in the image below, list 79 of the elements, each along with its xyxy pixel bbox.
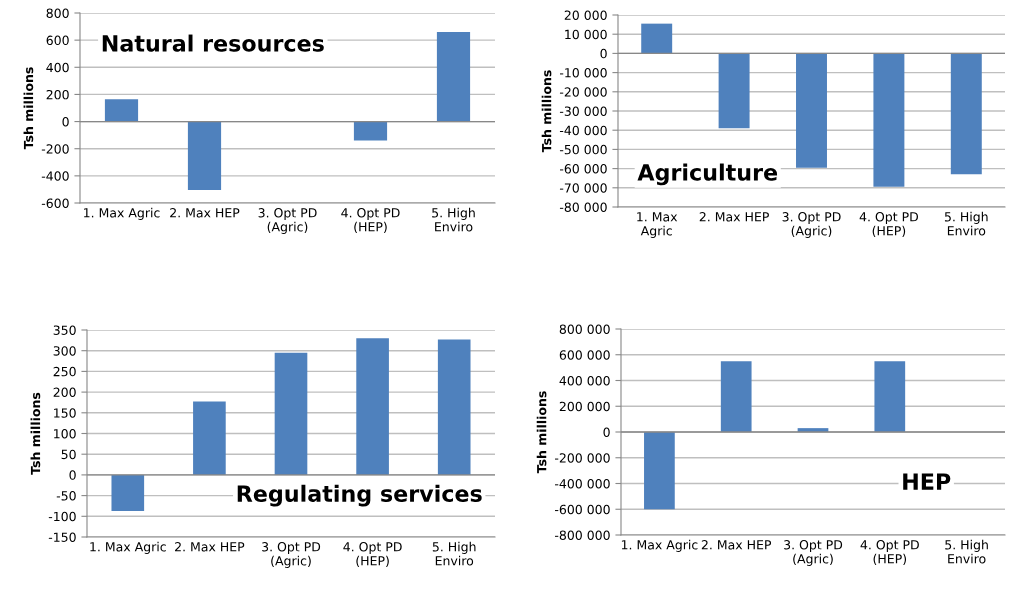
bar <box>644 432 675 510</box>
x-tick-label: 3. Opt PD (Agric) <box>784 540 843 566</box>
x-tick-label: 1. Max Agric <box>621 539 698 552</box>
y-tick-label: -10 000 <box>559 68 607 78</box>
y-axis-title: Tsh millions <box>541 70 552 153</box>
bar <box>874 361 906 432</box>
y-tick-label: -70 000 <box>559 183 607 193</box>
x-tick-label: 4. Opt PD (HEP) <box>341 208 400 233</box>
y-tick-label: -50 <box>56 491 76 501</box>
y-tick-label: -30 000 <box>559 106 607 116</box>
x-tick-label: 5. High Enviro <box>432 541 476 566</box>
x-tick-label: 2. Max HEP <box>701 540 772 550</box>
x-tick-label: 4. Opt PD (HEP) <box>859 212 919 237</box>
y-tick-label: 50 <box>61 449 76 460</box>
x-tick-label: 2. Max HEP <box>170 208 240 218</box>
x-tick-label: 4. Opt PD (HEP) <box>343 542 402 567</box>
x-tick-label: 2. Max HEP <box>699 212 769 222</box>
x-tick-label: 2. Max HEP <box>175 542 245 552</box>
bar <box>111 474 145 511</box>
y-axis-title: Tsh millions <box>536 391 547 474</box>
y-tick-label: -200 000 <box>554 453 610 463</box>
text: Agriculture <box>637 163 778 186</box>
y-tick-label: 300 <box>53 346 76 356</box>
bar <box>720 361 752 432</box>
bar <box>353 121 388 141</box>
y-tick-label: -400 <box>41 171 69 181</box>
bar <box>193 401 226 475</box>
y-tick-label: 250 <box>53 366 76 377</box>
y-tick-label: 400 000 <box>559 375 610 386</box>
y-axis-title: Tsh millions <box>23 67 34 150</box>
y-tick-label: -600 <box>41 198 69 208</box>
y-tick-label: -60 000 <box>559 164 607 174</box>
y-tick-label: 0 <box>600 48 607 59</box>
x-tick-label: 1. Max Agric <box>90 541 166 554</box>
text: Natural resources <box>102 34 324 52</box>
x-tick-label: 5. High Enviro <box>432 207 475 232</box>
x-tick-label: 3. Opt PD (Agric) <box>258 208 317 234</box>
bar <box>274 352 308 475</box>
y-tick-label: -40 000 <box>559 125 607 136</box>
bar <box>104 99 139 122</box>
x-tick-label: 5. High Enviro <box>945 539 988 564</box>
bar <box>187 121 222 191</box>
x-tick-label: 3. Opt PD (Agric) <box>782 212 841 238</box>
y-tick-label: 200 <box>46 89 69 100</box>
bar <box>436 32 471 122</box>
x-tick-label: 3. Opt PD (Agric) <box>262 542 321 568</box>
y-tick-label: 150 <box>54 408 76 418</box>
y-tick-label: -800 000 <box>554 530 610 540</box>
y-tick-label: -50 000 <box>559 144 607 155</box>
y-tick-label: 350 <box>53 325 76 335</box>
y-tick-label: -20 000 <box>559 87 607 97</box>
y-tick-label: 800 000 <box>559 324 610 334</box>
text: Regulating services <box>237 484 482 507</box>
y-tick-label: 400 <box>46 62 69 73</box>
text: HEP <box>903 473 951 490</box>
bar <box>356 338 389 475</box>
y-tick-label: -100 <box>48 511 76 522</box>
y-tick-label: 200 <box>53 387 76 398</box>
y-tick-label: -600 000 <box>554 504 610 515</box>
bar <box>437 339 471 475</box>
y-tick-label: 600 <box>46 35 69 46</box>
y-tick-label: 0 <box>62 117 69 127</box>
y-tick-label: 0 <box>603 427 610 437</box>
y-tick-label: 100 <box>54 428 76 439</box>
y-tick-label: 200 000 <box>559 401 610 412</box>
y-tick-label: -400 000 <box>554 478 610 489</box>
y-axis-title: Tsh millions <box>30 392 41 475</box>
x-tick-label: 1. Max Agric <box>84 207 160 220</box>
y-tick-label: 10 000 <box>565 29 607 40</box>
y-tick-label: -80 000 <box>559 202 607 212</box>
y-tick-label: 0 <box>69 470 76 480</box>
x-tick-label: 4. Opt PD (HEP) <box>860 540 919 565</box>
y-tick-label: 600 000 <box>559 350 610 360</box>
y-tick-label: -150 <box>48 532 76 542</box>
x-tick-label: 5. High Enviro <box>944 211 988 236</box>
y-tick-label: 800 <box>46 8 69 18</box>
x-tick-label: 1. Max Agric <box>637 212 678 238</box>
y-tick-label: -200 <box>41 144 69 154</box>
y-tick-label: 20 000 <box>564 10 607 20</box>
